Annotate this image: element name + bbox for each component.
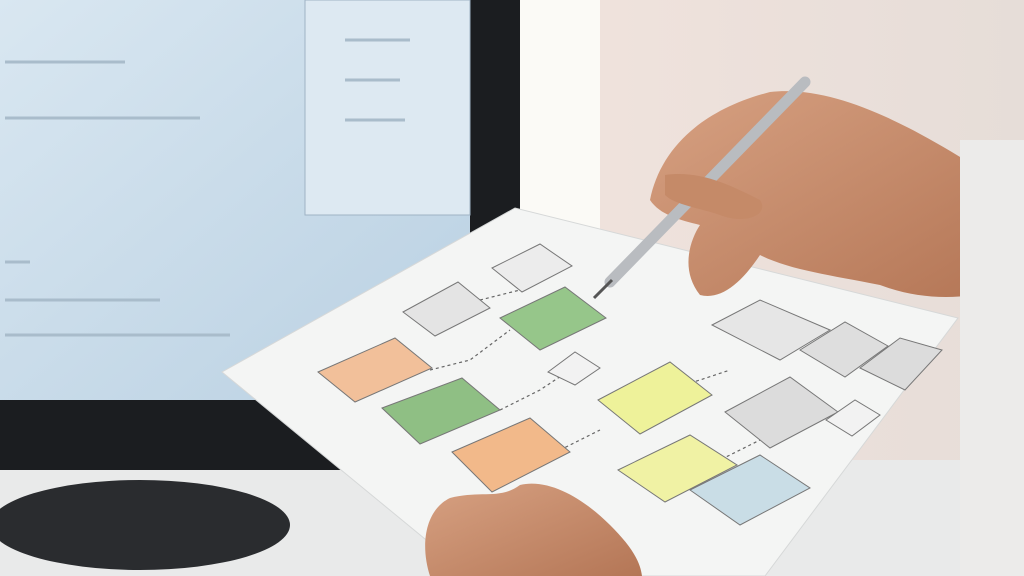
box-orange (317, 337, 433, 403)
box-green (381, 377, 501, 445)
box-gray (547, 351, 601, 386)
window-light (520, 0, 600, 230)
right-hand (650, 91, 1000, 297)
box-orange (451, 417, 571, 493)
left-hand (425, 483, 642, 576)
box-green (499, 286, 607, 351)
box-gray (710, 299, 832, 361)
box-gray (825, 399, 881, 437)
sleeve (960, 140, 1024, 576)
pen-tip (592, 278, 614, 300)
screen-text-lines (5, 38, 410, 337)
monitor-stand (0, 480, 290, 570)
screen-panel (304, 0, 471, 216)
box-yellow (597, 361, 713, 435)
thumb (665, 174, 763, 220)
box-gray (402, 281, 491, 337)
box-gray (799, 321, 889, 378)
box-yellow (617, 434, 739, 503)
box-gray (491, 243, 573, 293)
box-gray (859, 337, 943, 391)
box-blue (689, 454, 811, 526)
diagram-boxes (317, 243, 943, 526)
